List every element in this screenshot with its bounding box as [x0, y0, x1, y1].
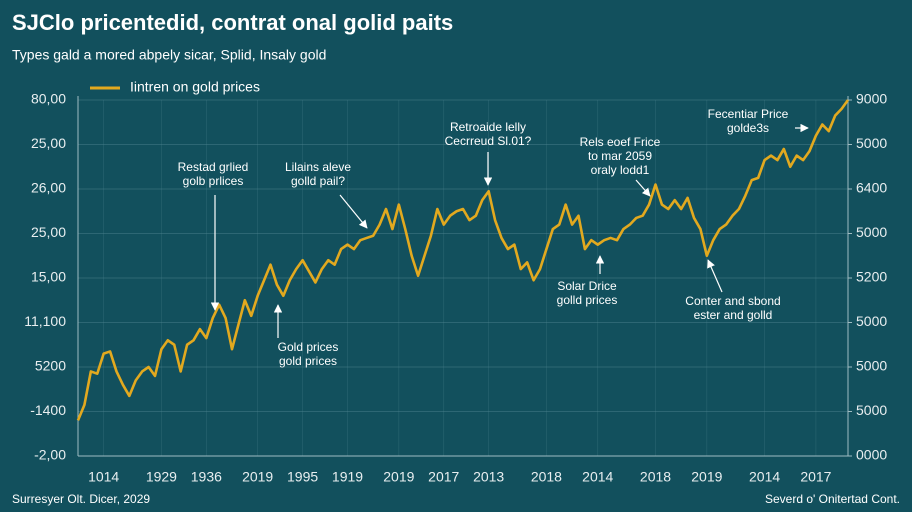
y-tick-label: 26,00 — [31, 180, 66, 196]
annotation: Restad grlied — [178, 160, 249, 174]
y2-tick-label: 5000 — [856, 358, 887, 374]
annotation: Solar Drice — [557, 279, 617, 293]
y-tick-label: -1400 — [30, 402, 66, 418]
x-tick-label: 2019 — [691, 469, 722, 485]
y-tick-label: -2,00 — [34, 447, 66, 463]
x-tick-label: 1014 — [88, 469, 119, 485]
annotation: ester and golld — [694, 308, 773, 322]
chart-subtitle: Types gald a mored abpely sicar, Splid, … — [12, 47, 326, 63]
x-tick-label: 1995 — [287, 469, 318, 485]
annotation: Retroaide lelly — [450, 120, 526, 134]
annotation: golb prlices — [183, 174, 244, 188]
y2-tick-label: 9000 — [856, 91, 887, 107]
x-tick-label: 1919 — [332, 469, 363, 485]
annotation-arrow — [635, 179, 651, 197]
annotation: Conter and sbond — [685, 294, 780, 308]
y-tick-label: 5200 — [35, 358, 66, 374]
annotation: Fecentiar Price — [708, 107, 789, 121]
x-tick-label: 1929 — [146, 469, 177, 485]
annotation: oraly lodd1 — [591, 163, 650, 177]
x-tick-label: 1936 — [191, 469, 222, 485]
annotation-arrow — [339, 194, 368, 229]
y2-tick-label: 5000 — [856, 135, 887, 151]
y-tick-label: 25,00 — [31, 135, 66, 151]
annotation: Lilains aleve — [285, 160, 351, 174]
y2-tick-label: 0000 — [856, 447, 887, 463]
y2-tick-label: 5000 — [856, 313, 887, 329]
y-tick-label: 80,00 — [31, 91, 66, 107]
x-tick-label: 2017 — [428, 469, 459, 485]
y-tick-label: 11,100 — [24, 313, 66, 329]
x-tick-label: 2018 — [531, 469, 562, 485]
annotation: golld prices — [557, 293, 618, 307]
footer-right: Severd o' Onitertad Cont. — [765, 492, 900, 506]
annotation: Cecrreud Sl.01? — [445, 134, 532, 148]
price-line — [76, 99, 850, 421]
annotation-arrow — [707, 259, 723, 293]
y-tick-label: 25,00 — [31, 224, 66, 240]
legend-label: Iintren on gold prices — [130, 79, 260, 95]
x-tick-label: 2019 — [242, 469, 273, 485]
x-tick-label: 2014 — [582, 469, 613, 485]
footer-left: Surresyer Olt. Dicer, 2029 — [12, 492, 150, 506]
x-tick-label: 2018 — [640, 469, 671, 485]
x-tick-label: 2019 — [383, 469, 414, 485]
annotation: golde3s — [727, 121, 769, 135]
annotation: Gold prices — [278, 340, 339, 354]
y-tick-label: 15,00 — [31, 269, 66, 285]
annotation: to mar 2059 — [588, 149, 652, 163]
x-tick-label: 2013 — [473, 469, 504, 485]
y2-tick-label: 6400 — [856, 180, 887, 196]
x-tick-label: 2017 — [800, 469, 831, 485]
y2-tick-label: 5200 — [856, 269, 887, 285]
y2-tick-label: 5000 — [856, 402, 887, 418]
annotation: golld pail? — [291, 174, 345, 188]
chart-title: SJClo pricentedid, contrat onal golid pa… — [12, 10, 453, 35]
annotation: Rels eoef Frice — [580, 135, 661, 149]
x-tick-label: 2014 — [749, 469, 780, 485]
annotation: gold prices — [279, 354, 337, 368]
y2-tick-label: 5000 — [856, 224, 887, 240]
